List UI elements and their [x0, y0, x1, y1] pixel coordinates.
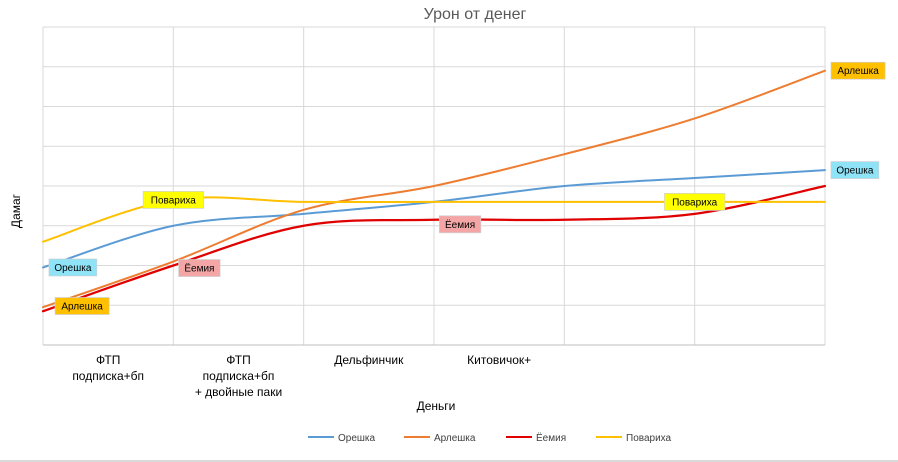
legend-item: Арлешка: [404, 433, 476, 444]
legend-label: Повариха: [626, 433, 672, 444]
data-callout: Ёемия: [438, 215, 482, 234]
series-line-eemiya: [41, 184, 827, 313]
callout-label: Орешка: [836, 166, 874, 177]
data-callout: Орешка: [48, 258, 98, 277]
callout-box: [830, 61, 886, 80]
callout-label: Повариха: [672, 197, 718, 208]
callout-box: [664, 193, 726, 211]
legend-item: Повариха: [596, 433, 672, 444]
legend-label: Арлешка: [434, 433, 476, 444]
category-label: Китовичок+: [467, 353, 531, 367]
legend-item: Орешка: [308, 433, 376, 444]
legend-label: Ёемия: [536, 432, 566, 444]
data-callout: Орешка: [830, 161, 880, 179]
callout-box: [142, 191, 204, 209]
chart-title: Урон от денег: [424, 6, 527, 23]
x-axis-title: Деньги: [417, 399, 456, 413]
series-line-arleshka: [42, 69, 826, 309]
callout-box: [830, 161, 880, 179]
category-label: Дельфинчик: [334, 353, 404, 367]
category-labels: ФТП подписка+бп ФТП подписка+бп + двойные па…: [72, 353, 531, 399]
callout-box: [54, 297, 110, 315]
category-label: ФТП подписка+бп + двойные паки: [195, 353, 282, 399]
callout-box: [48, 258, 98, 277]
legend: Орешка Арлешка Ёемия Повариха: [308, 432, 672, 444]
y-axis-title: Дамаг: [9, 193, 23, 228]
category-label: ФТП подписка+бп: [72, 353, 144, 383]
callout-box: [438, 215, 482, 234]
data-callout: Арлешка: [54, 297, 110, 315]
callout-label: Повариха: [151, 195, 197, 206]
data-callout: Арлешка: [830, 61, 886, 80]
data-callouts: Повариха Орешка Ёемия Арлешка Ёемия Повариха А…: [48, 61, 886, 315]
data-callout: Повариха: [142, 191, 204, 209]
callout-label: Ёемия: [445, 219, 475, 231]
legend-label: Орешка: [338, 433, 376, 444]
callout-label: Арлешка: [837, 66, 879, 77]
data-callout: Ёемия: [178, 259, 221, 277]
callout-label: Ёемия: [184, 263, 214, 275]
callout-label: Арлешка: [61, 302, 103, 313]
data-callout: Повариха: [664, 193, 726, 211]
legend-item: Ёемия: [506, 432, 566, 444]
callout-label: Орешка: [54, 263, 92, 274]
callout-box: [178, 259, 221, 277]
bottom-border: [0, 460, 898, 462]
